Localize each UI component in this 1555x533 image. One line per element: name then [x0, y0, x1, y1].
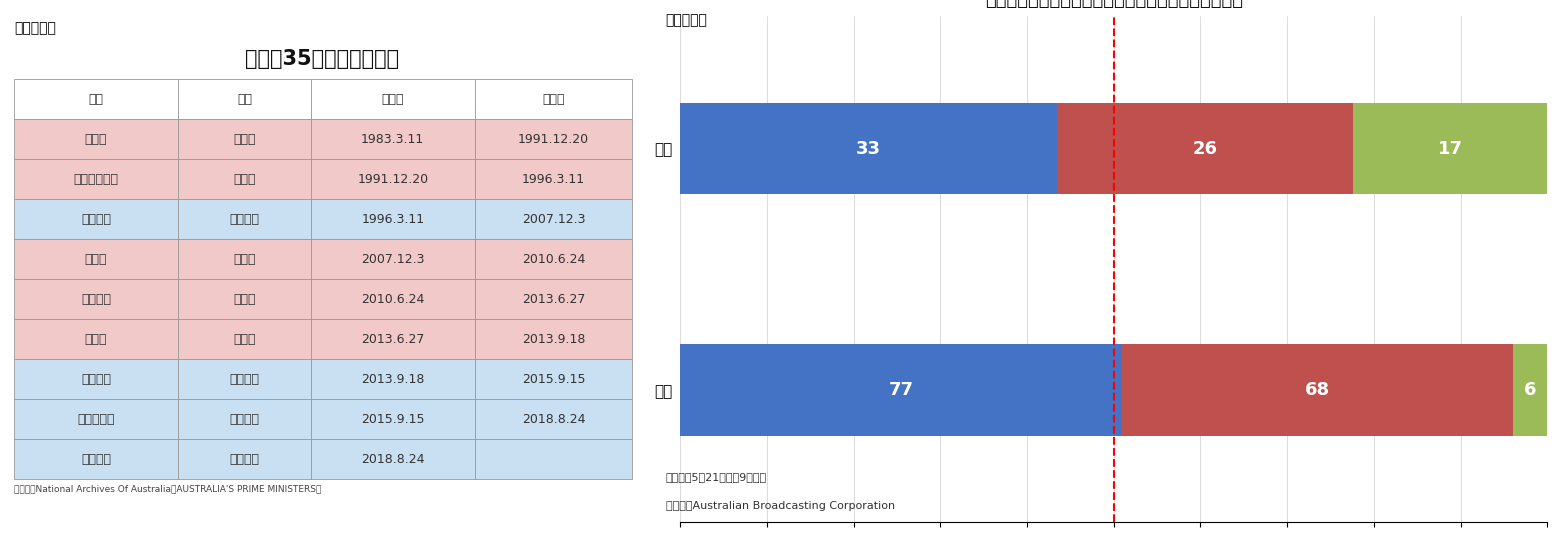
Bar — [14, 359, 177, 399]
Text: 2010.6.24: 2010.6.24 — [361, 293, 425, 306]
Text: 与党: 与党 — [236, 93, 252, 106]
Bar — [474, 399, 633, 439]
Bar — [14, 319, 177, 359]
Bar — [14, 199, 177, 239]
Bar — [177, 119, 311, 159]
Bar — [311, 359, 474, 399]
Text: 2007.12.3: 2007.12.3 — [361, 253, 425, 266]
Bar — [474, 199, 633, 239]
Bar — [177, 319, 311, 359]
Text: （出所）National Archives Of Australia『AUSTRALIA'S PRIME MINISTERS』: （出所）National Archives Of Australia『AUSTR… — [14, 484, 322, 494]
Bar — [681, 103, 1057, 195]
Text: 33: 33 — [857, 140, 882, 158]
Text: 68: 68 — [1305, 381, 1330, 399]
Text: 2013.9.18: 2013.9.18 — [361, 373, 425, 386]
Text: アボット: アボット — [81, 373, 110, 386]
Bar — [474, 119, 633, 159]
Bar — [1057, 103, 1353, 195]
Bar — [177, 239, 311, 279]
Bar — [14, 159, 177, 199]
Bar — [311, 199, 474, 239]
Text: 首相: 首相 — [89, 93, 104, 106]
Bar — [177, 159, 311, 199]
Text: 保守連合: 保守連合 — [230, 213, 260, 226]
Bar — [14, 439, 177, 479]
Bar — [474, 239, 633, 279]
Text: 就任日: 就任日 — [381, 93, 404, 106]
Bar — [474, 79, 633, 119]
Text: （出所）Australian Broadcasting Corporation: （出所）Australian Broadcasting Corporation — [666, 501, 894, 511]
Bar — [681, 344, 1123, 435]
Text: 2015.9.15: 2015.9.15 — [361, 413, 425, 426]
Bar — [311, 399, 474, 439]
Text: 労働党: 労働党 — [233, 293, 255, 306]
Bar — [311, 439, 474, 479]
Bar — [14, 119, 177, 159]
Text: ハワード: ハワード — [81, 213, 110, 226]
Title: 上院及び下院の選挙結果を踏まえた議席数（見通し）: 上院及び下院の選挙結果を踏まえた議席数（見通し） — [984, 0, 1242, 9]
Text: 退任日: 退任日 — [543, 93, 564, 106]
Text: 保守連合: 保守連合 — [230, 413, 260, 426]
Bar — [311, 79, 474, 119]
Bar — [474, 279, 633, 319]
Bar — [14, 239, 177, 279]
Text: 2013.6.27: 2013.6.27 — [522, 293, 585, 306]
Text: 保守連合: 保守連合 — [230, 453, 260, 466]
Bar — [474, 319, 633, 359]
Bar — [1353, 103, 1547, 195]
Text: 2013.6.27: 2013.6.27 — [361, 333, 425, 346]
Bar — [474, 359, 633, 399]
Text: 直近約35年間の歴代首相: 直近約35年間の歴代首相 — [244, 49, 398, 69]
Text: 保守連合: 保守連合 — [230, 373, 260, 386]
Bar — [177, 399, 311, 439]
Text: 1983.3.11: 1983.3.11 — [361, 133, 425, 146]
Bar — [474, 159, 633, 199]
Bar — [177, 79, 311, 119]
Bar — [14, 399, 177, 439]
Bar — [311, 239, 474, 279]
Bar — [14, 279, 177, 319]
Text: 労働党: 労働党 — [233, 253, 255, 266]
Bar — [177, 279, 311, 319]
Text: 6: 6 — [1524, 381, 1536, 399]
Text: 17: 17 — [1438, 140, 1463, 158]
Bar — [177, 199, 311, 239]
Text: 1996.3.11: 1996.3.11 — [522, 173, 585, 186]
Text: 2010.6.24: 2010.6.24 — [522, 253, 585, 266]
Text: キーティング: キーティング — [73, 173, 118, 186]
Text: 2015.9.15: 2015.9.15 — [522, 373, 585, 386]
Text: ターンブル: ターンブル — [78, 413, 115, 426]
Bar — [311, 119, 474, 159]
Bar — [177, 439, 311, 479]
Bar — [1123, 344, 1513, 435]
Bar — [311, 279, 474, 319]
Text: 1996.3.11: 1996.3.11 — [361, 213, 425, 226]
Text: 2007.12.3: 2007.12.3 — [522, 213, 585, 226]
Text: （注意）5月21日午前9時時点: （注意）5月21日午前9時時点 — [666, 472, 767, 482]
Text: 1991.12.20: 1991.12.20 — [358, 173, 428, 186]
Text: （図表１）: （図表１） — [14, 21, 56, 35]
Bar — [474, 439, 633, 479]
Text: 26: 26 — [1193, 140, 1218, 158]
Text: 77: 77 — [889, 381, 914, 399]
Text: ホーク: ホーク — [84, 133, 107, 146]
Bar — [311, 159, 474, 199]
Text: 労働党: 労働党 — [233, 173, 255, 186]
Text: モリソン: モリソン — [81, 453, 110, 466]
Bar — [14, 79, 177, 119]
Text: ラッド: ラッド — [84, 333, 107, 346]
Text: ラッド: ラッド — [84, 253, 107, 266]
Text: （図表２）: （図表２） — [666, 13, 708, 27]
Bar — [177, 359, 311, 399]
Text: 1991.12.20: 1991.12.20 — [518, 133, 589, 146]
Text: 労働党: 労働党 — [233, 333, 255, 346]
Text: 2018.8.24: 2018.8.24 — [361, 453, 425, 466]
Text: ギラード: ギラード — [81, 293, 110, 306]
Text: 2013.9.18: 2013.9.18 — [522, 333, 585, 346]
Text: 労働党: 労働党 — [233, 133, 255, 146]
Bar — [1513, 344, 1547, 435]
Text: 2018.8.24: 2018.8.24 — [522, 413, 585, 426]
Bar — [311, 319, 474, 359]
